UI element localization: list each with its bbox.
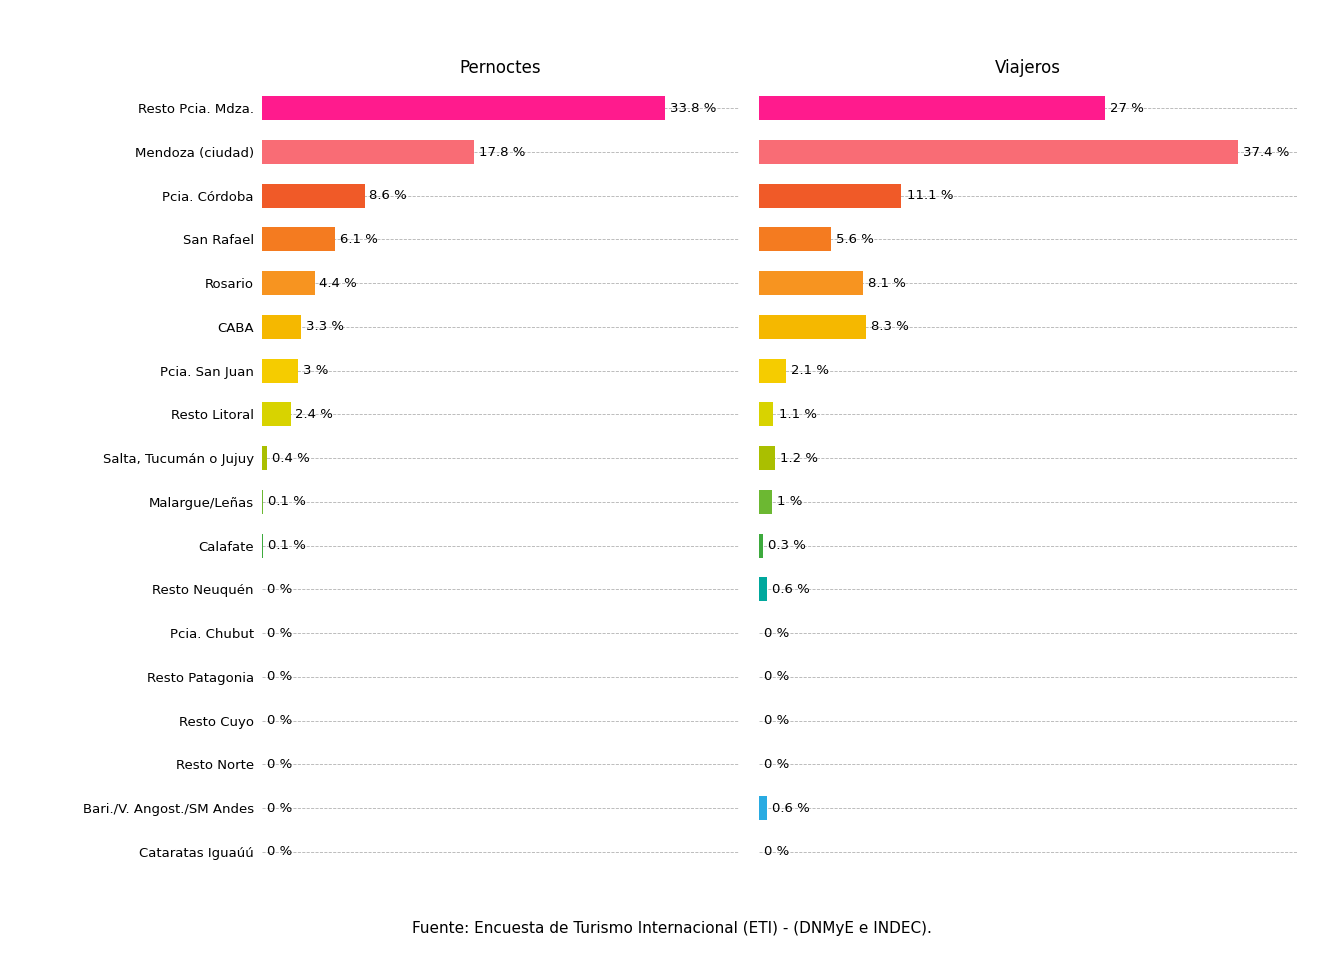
Text: 0 %: 0 % <box>765 714 790 727</box>
Bar <box>262 402 290 426</box>
Text: 8.3 %: 8.3 % <box>871 321 909 333</box>
Text: 33.8 %: 33.8 % <box>671 102 716 115</box>
Text: 4.4 %: 4.4 % <box>320 276 358 290</box>
Text: 1 %: 1 % <box>777 495 802 509</box>
Bar <box>759 140 1238 164</box>
Bar <box>759 534 763 558</box>
Text: 2.1 %: 2.1 % <box>792 364 829 377</box>
Text: 0.1 %: 0.1 % <box>267 495 306 509</box>
Bar <box>759 402 773 426</box>
Text: 0 %: 0 % <box>765 670 790 684</box>
Title: Pernoctes: Pernoctes <box>460 59 542 77</box>
Bar <box>759 446 774 470</box>
Text: 8.1 %: 8.1 % <box>868 276 906 290</box>
Bar <box>262 183 364 207</box>
Text: 0 %: 0 % <box>765 627 790 639</box>
Text: 17.8 %: 17.8 % <box>480 146 526 158</box>
Bar <box>262 446 267 470</box>
Text: 0 %: 0 % <box>267 845 292 858</box>
Text: 0 %: 0 % <box>267 802 292 814</box>
Text: 0.6 %: 0.6 % <box>773 802 810 814</box>
Text: 0.4 %: 0.4 % <box>271 451 309 465</box>
Bar <box>759 577 767 601</box>
Text: 37.4 %: 37.4 % <box>1243 146 1290 158</box>
Text: 5.6 %: 5.6 % <box>836 233 874 246</box>
Text: 0 %: 0 % <box>765 757 790 771</box>
Text: Fuente: Encuesta de Turismo Internacional (ETI) - (DNMyE e INDEC).: Fuente: Encuesta de Turismo Internaciona… <box>413 921 931 936</box>
Text: 0.3 %: 0.3 % <box>769 540 806 552</box>
Text: 8.6 %: 8.6 % <box>370 189 407 203</box>
Bar <box>262 359 298 383</box>
Bar <box>759 271 863 296</box>
Bar <box>759 490 773 514</box>
Bar <box>759 796 767 820</box>
Text: 11.1 %: 11.1 % <box>907 189 953 203</box>
Text: 0 %: 0 % <box>765 845 790 858</box>
Bar <box>759 96 1105 120</box>
Text: 0.6 %: 0.6 % <box>773 583 810 596</box>
Text: 1.2 %: 1.2 % <box>780 451 818 465</box>
Bar <box>262 315 301 339</box>
Bar <box>759 315 866 339</box>
Title: Viajeros: Viajeros <box>995 59 1062 77</box>
Text: 0 %: 0 % <box>267 670 292 684</box>
Text: 3 %: 3 % <box>302 364 328 377</box>
Text: 1.1 %: 1.1 % <box>778 408 817 420</box>
Bar <box>262 140 474 164</box>
Text: 0.1 %: 0.1 % <box>267 540 306 552</box>
Text: 27 %: 27 % <box>1110 102 1144 115</box>
Bar <box>759 183 902 207</box>
Text: 0 %: 0 % <box>267 627 292 639</box>
Text: 2.4 %: 2.4 % <box>296 408 333 420</box>
Bar <box>759 359 786 383</box>
Text: 6.1 %: 6.1 % <box>340 233 378 246</box>
Text: 0 %: 0 % <box>267 583 292 596</box>
Text: 0 %: 0 % <box>267 714 292 727</box>
Bar <box>262 271 314 296</box>
Bar <box>262 228 335 252</box>
Bar <box>759 228 831 252</box>
Text: 3.3 %: 3.3 % <box>306 321 344 333</box>
Bar <box>262 96 665 120</box>
Text: 0 %: 0 % <box>267 757 292 771</box>
